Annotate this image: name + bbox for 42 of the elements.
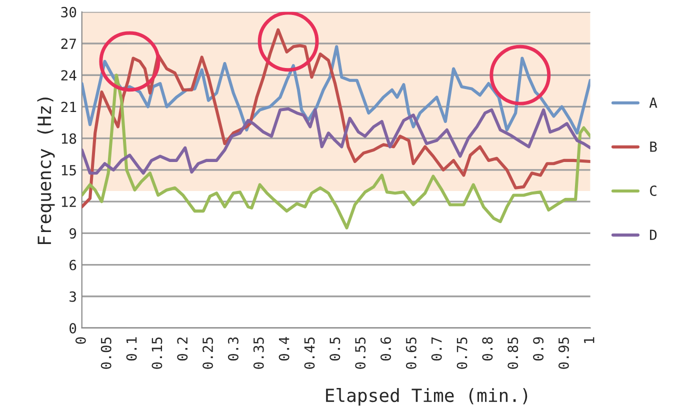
- y-tick-label: 0: [70, 323, 76, 334]
- y-tick-label: 30: [61, 6, 76, 18]
- y-tick-label: 27: [61, 38, 76, 49]
- x-tick-label: 0.85: [508, 337, 518, 369]
- x-tick-label: 0.75: [456, 337, 468, 369]
- x-tick-label: 0.8: [482, 337, 493, 361]
- y-tick-label: 9: [70, 228, 76, 239]
- y-tick-label: 12: [62, 196, 76, 207]
- x-tick-label: 0.1: [126, 337, 137, 361]
- x-tick-label: 0.6: [380, 337, 391, 361]
- x-tick-label: 0.95: [558, 337, 569, 369]
- line-series: [82, 28, 590, 208]
- x-tick-label: 1: [584, 337, 594, 344]
- line-series: [82, 74, 590, 230]
- x-tick-label: 0: [75, 337, 86, 344]
- y-tick-label: 21: [61, 102, 76, 112]
- y-tick-label: 15: [62, 165, 76, 176]
- x-tick-label: 0.2: [177, 338, 188, 361]
- y-tick-label: 18: [62, 133, 76, 144]
- y-tick-label: 6: [70, 260, 76, 270]
- legend-label: D: [650, 230, 657, 240]
- x-tick-label: 0.25: [202, 337, 214, 369]
- legend-label: C: [650, 186, 656, 196]
- legend-label: A: [649, 98, 658, 108]
- x-tick-label: 0.15: [152, 337, 162, 369]
- x-tick-label: 0.3: [228, 337, 238, 361]
- x-tick-label: 0.45: [304, 337, 315, 369]
- y-tick-label: 24: [61, 70, 76, 80]
- y-tick-label: 3: [70, 291, 76, 302]
- x-tick-label: 0.4: [278, 336, 290, 361]
- x-tick-label: 0.55: [355, 337, 366, 369]
- x-tick-label: 0.9: [533, 337, 544, 361]
- legend-label: B: [650, 142, 657, 152]
- y-axis-title: Frequency (Hz): [37, 98, 55, 244]
- x-tick-label: 0.5: [330, 337, 340, 361]
- x-tick-label: 0.7: [431, 337, 442, 361]
- x-tick-label: 0.05: [100, 337, 112, 369]
- line-series: [82, 107, 590, 175]
- x-tick-label: 0.65: [406, 337, 416, 369]
- x-axis-title: Elapsed Time (min.): [326, 388, 528, 406]
- line-series: [82, 45, 590, 135]
- x-tick-label: 0.35: [253, 337, 264, 369]
